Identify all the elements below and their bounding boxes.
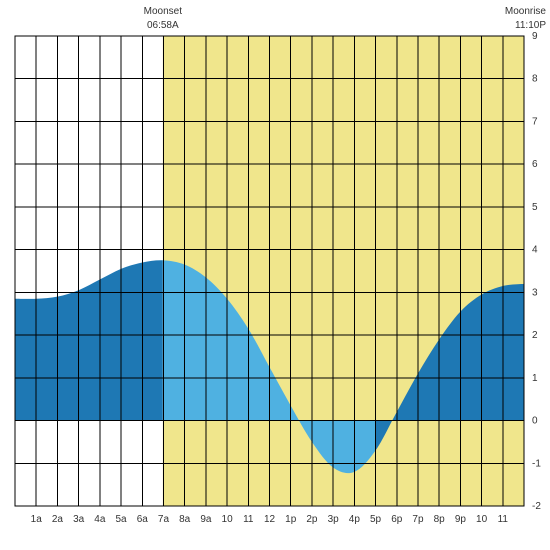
y-tick-label: 0 bbox=[532, 416, 538, 427]
x-tick-label: 11 bbox=[498, 514, 509, 525]
x-tick-label: 9p bbox=[455, 514, 467, 525]
x-tick-label: 12 bbox=[264, 514, 276, 525]
x-tick-label: 7p bbox=[412, 514, 424, 525]
moonset-time: 06:58A bbox=[147, 20, 179, 31]
y-tick-label: 5 bbox=[532, 202, 538, 213]
tide-chart: 1a2a3a4a5a6a7a8a9a1011121p2p3p4p5p6p7p8p… bbox=[0, 0, 550, 550]
y-tick-label: 6 bbox=[532, 159, 538, 170]
y-tick-label: -1 bbox=[532, 458, 541, 469]
x-tick-label: 7a bbox=[158, 514, 170, 525]
x-tick-label: 1p bbox=[285, 514, 297, 525]
x-tick-label: 5p bbox=[370, 514, 382, 525]
moonrise-label: Moonrise bbox=[505, 6, 547, 17]
y-tick-label: -2 bbox=[532, 501, 541, 512]
x-tick-label: 3a bbox=[73, 514, 85, 525]
x-tick-label: 8p bbox=[434, 514, 446, 525]
x-tick-label: 2a bbox=[52, 514, 64, 525]
moonrise-time: 11:10P bbox=[515, 20, 546, 31]
y-tick-label: 3 bbox=[532, 287, 538, 298]
x-tick-label: 5a bbox=[115, 514, 127, 525]
x-tick-label: 4p bbox=[349, 514, 361, 525]
x-tick-label: 3p bbox=[328, 514, 340, 525]
x-tick-label: 10 bbox=[476, 514, 488, 525]
x-tick-label: 6a bbox=[137, 514, 149, 525]
moonset-label: Moonset bbox=[144, 6, 183, 17]
y-tick-label: 8 bbox=[532, 74, 538, 85]
x-tick-label: 4a bbox=[94, 514, 106, 525]
y-tick-label: 1 bbox=[532, 373, 538, 384]
x-tick-label: 1a bbox=[31, 514, 43, 525]
y-tick-label: 4 bbox=[532, 245, 538, 256]
y-tick-label: 9 bbox=[532, 31, 538, 42]
y-tick-label: 2 bbox=[532, 330, 538, 341]
x-tick-label: 6p bbox=[391, 514, 403, 525]
y-tick-label: 7 bbox=[532, 116, 538, 127]
x-tick-label: 11 bbox=[243, 514, 254, 525]
x-tick-label: 2p bbox=[306, 514, 318, 525]
x-tick-label: 8a bbox=[179, 514, 191, 525]
x-tick-label: 9a bbox=[200, 514, 212, 525]
x-tick-label: 10 bbox=[222, 514, 234, 525]
